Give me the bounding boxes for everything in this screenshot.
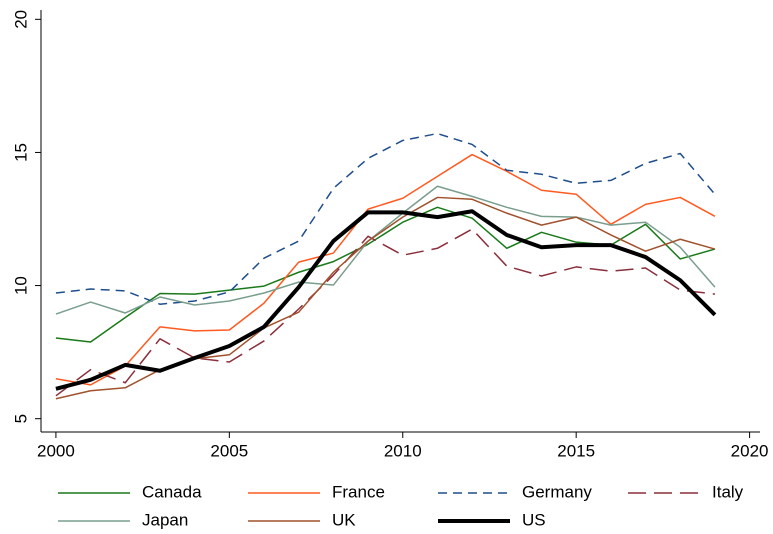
y-tick-label: 10 [11,276,30,295]
series-line [55,185,716,315]
x-tick-label: 2015 [557,441,595,460]
series-line [55,132,716,305]
legend-label: Canada [142,482,202,501]
y-tick-label: 20 [11,10,30,29]
x-tick-label: 2000 [37,441,75,460]
x-tick-label: 2010 [384,441,422,460]
legend-label: Italy [712,482,744,501]
y-tick-label: 15 [11,143,30,162]
legend-label: France [332,482,385,501]
legend-label: UK [332,510,356,529]
series-line [55,228,715,397]
legend-label: US [522,510,546,529]
series-line [55,153,716,386]
legend-label: Japan [142,510,188,529]
x-tick-label: 2020 [731,441,769,460]
legend-label: Germany [522,482,592,501]
y-tick-label: 5 [11,414,30,423]
series-line [55,209,717,391]
x-tick-label: 2005 [210,441,248,460]
